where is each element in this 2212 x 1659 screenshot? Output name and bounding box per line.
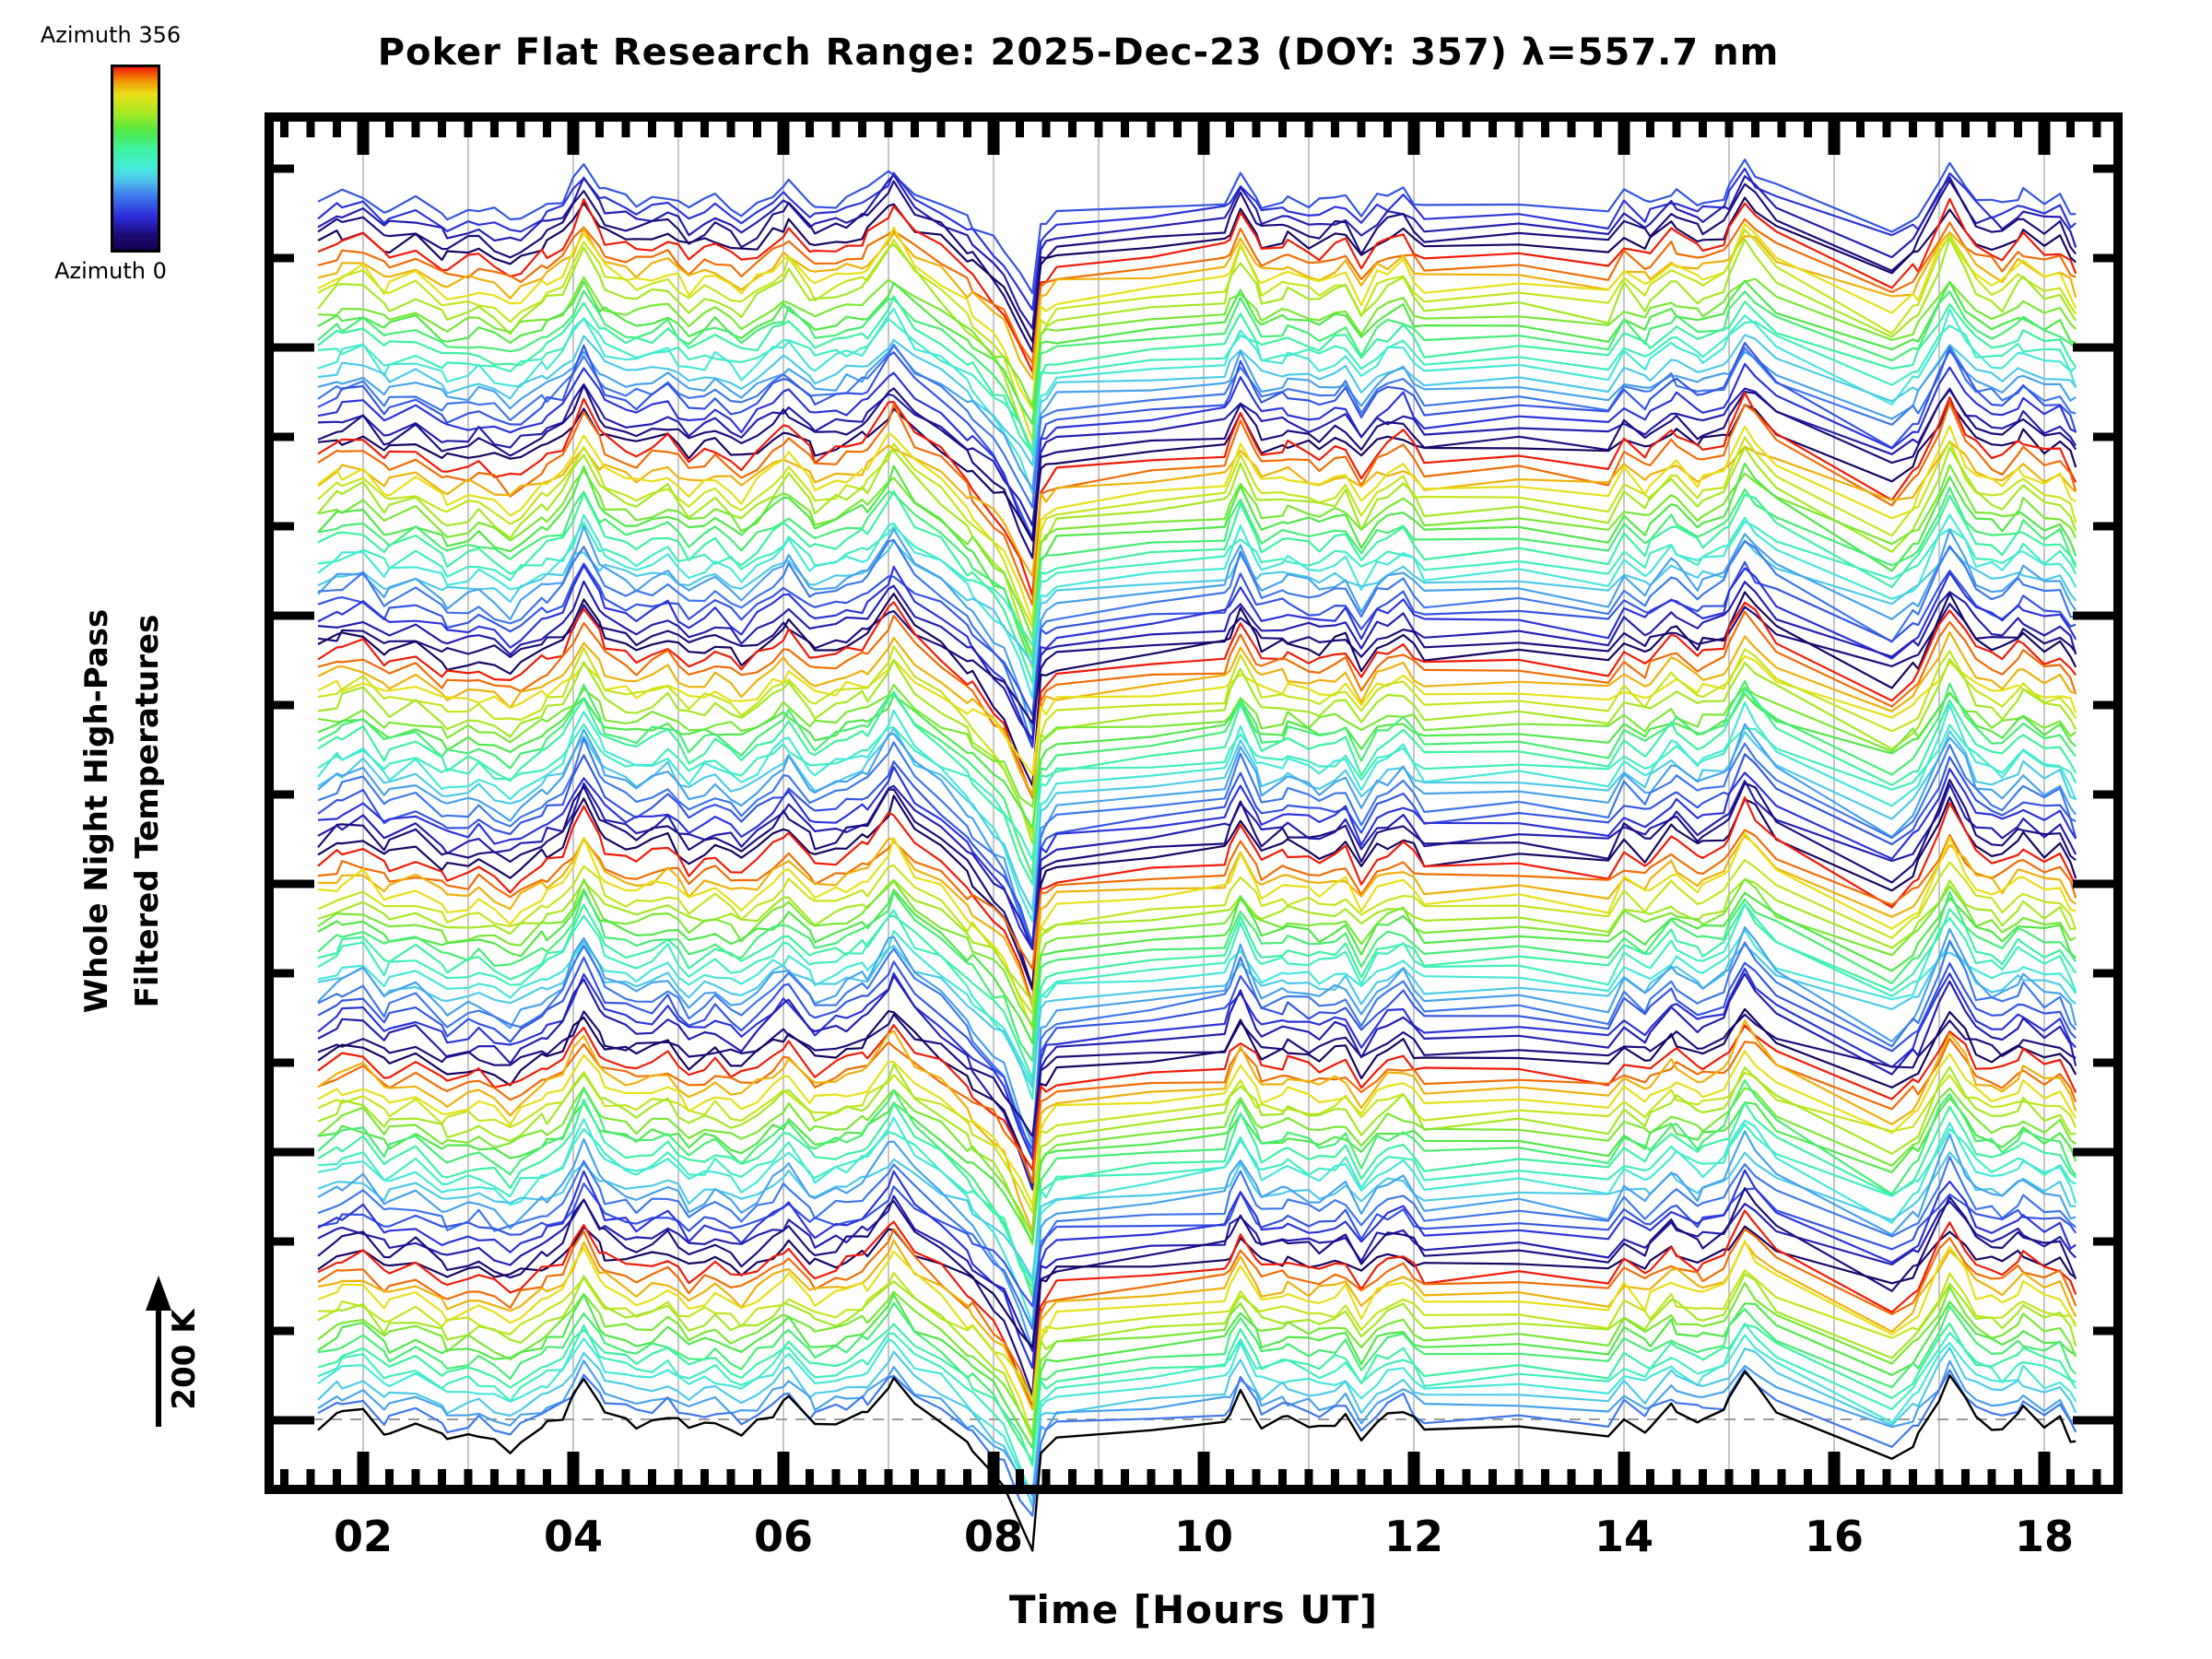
azimuth-temperature-curve (317, 1098, 2077, 1289)
x-tick-label: 02 (333, 1512, 393, 1561)
azimuth-temperature-curve (317, 1347, 2077, 1505)
x-tick-label: 10 (1173, 1512, 1233, 1561)
azimuth-temperature-curve (317, 276, 2077, 407)
colorbar-min-label: Azimuth 0 (54, 258, 167, 284)
azimuth-temperature-curve (317, 877, 2077, 1028)
azimuth-temperature-curve (317, 701, 2077, 923)
azimuth-temperature-curve (317, 173, 2077, 330)
azimuth-temperature-curve (317, 307, 2077, 494)
azimuth-temperature-curve (317, 832, 2077, 1030)
azimuth-temperature-curve (317, 1078, 2077, 1299)
azimuth-temperature-curve (317, 489, 2077, 685)
azimuth-temperature-curve (317, 630, 2077, 796)
azimuth-temperature-curve (317, 334, 2077, 467)
azimuth-temperature-curve (317, 794, 2077, 991)
azimuth-temperature-curve (317, 402, 2077, 606)
azimuth-temperature-curve (317, 218, 2077, 364)
azimuth-temperature-curve (317, 343, 2077, 490)
azimuth-temperature-curve (317, 877, 2077, 1003)
chart-title: Poker Flat Research Range: 2025-Dec-23 (… (377, 31, 1780, 74)
azimuth-temperature-curve (317, 967, 2077, 1160)
azimuth-temperature-curve (317, 1123, 2077, 1284)
azimuth-temperature-curve (317, 779, 2077, 950)
azimuth-temperature-curve (317, 564, 2077, 748)
azimuth-temperature-curve (317, 383, 2077, 559)
azimuth-temperature-curve (317, 279, 2077, 426)
azimuth-temperature-curve (317, 1023, 2077, 1171)
azimuth-temperature-curve (317, 888, 2077, 1045)
y-axis-label-line1: Whole Night High-Pass (78, 608, 115, 1014)
x-tick-label: 12 (1383, 1512, 1443, 1561)
scale-arrow-head (146, 1276, 171, 1311)
azimuth-temperature-curve (317, 1169, 2077, 1370)
azimuth-temperature-curve (317, 223, 2077, 410)
azimuth-colorbar (111, 65, 160, 253)
azimuth-temperature-curve (317, 560, 2077, 717)
azimuth-temperature-curve (317, 486, 2077, 661)
azimuth-temperature-curve (317, 159, 2077, 295)
azimuth-temperature-curve (317, 462, 2077, 668)
azimuth-temperature-curve (317, 1010, 2077, 1138)
azimuth-temperature-curve (317, 610, 2077, 799)
azimuth-temperature-curve (317, 903, 2077, 1100)
azimuth-temperature-curve (317, 1269, 2077, 1403)
azimuth-temperature-curve (317, 1037, 2077, 1183)
azimuth-temperature-curve (317, 1063, 2077, 1246)
azimuth-temperature-curve (317, 1334, 2077, 1508)
azimuth-temperature-curve (317, 1156, 2077, 1330)
azimuth-temperature-curve (317, 344, 2077, 509)
azimuth-temperature-curve (317, 829, 2077, 971)
plot-frame (265, 112, 2123, 1494)
azimuth-temperature-curve (317, 658, 2077, 845)
azimuth-temperature-curve (317, 1273, 2077, 1440)
azimuth-temperature-curve (317, 688, 2077, 886)
azimuth-temperature-curve (317, 1359, 2077, 1497)
azimuth-temperature-curve (317, 765, 2077, 951)
x-tick-label: 14 (1594, 1512, 1653, 1561)
colorbar-max-label: Azimuth 356 (40, 22, 182, 48)
azimuth-temperature-curve (317, 1322, 2077, 1467)
azimuth-temperature-curve (317, 890, 2077, 1063)
azimuth-temperature-curve (317, 858, 2077, 1016)
azimuth-temperature-curve (317, 691, 2077, 830)
azimuth-temperature-curve (317, 1293, 2077, 1450)
x-tick-label: 08 (963, 1512, 1023, 1561)
azimuth-temperature-curve (317, 1151, 2077, 1280)
x-axis-label: Time [Hours UT] (1008, 1587, 1379, 1632)
x-tick-label: 04 (543, 1512, 603, 1561)
azimuth-temperature-curve (317, 602, 2077, 725)
azimuth-temperature-curve (317, 513, 2077, 700)
azimuth-temperature-curve (317, 1281, 2077, 1436)
x-tick-label: 18 (2014, 1512, 2074, 1561)
azimuth-temperature-curve (317, 972, 2077, 1191)
azimuth-temperature-curve (317, 382, 2077, 527)
x-tick-label: 06 (753, 1512, 813, 1561)
scale-bar-label: 200 K (166, 1309, 203, 1410)
station-average-curve (317, 1371, 2077, 1552)
azimuth-temperature-curve (317, 196, 2077, 343)
azimuth-temperature-curve (317, 167, 2077, 312)
azimuth-temperature-curve (317, 580, 2077, 741)
azimuth-temperature-curve (317, 179, 2077, 353)
azimuth-temperature-curve (317, 1182, 2077, 1308)
azimuth-temperature-curve (317, 441, 2077, 578)
x-tick-label: 16 (1804, 1512, 1864, 1561)
azimuth-temperature-curve (317, 1322, 2077, 1499)
y-axis-label-line2: Filtered Temperatures (129, 614, 166, 1008)
